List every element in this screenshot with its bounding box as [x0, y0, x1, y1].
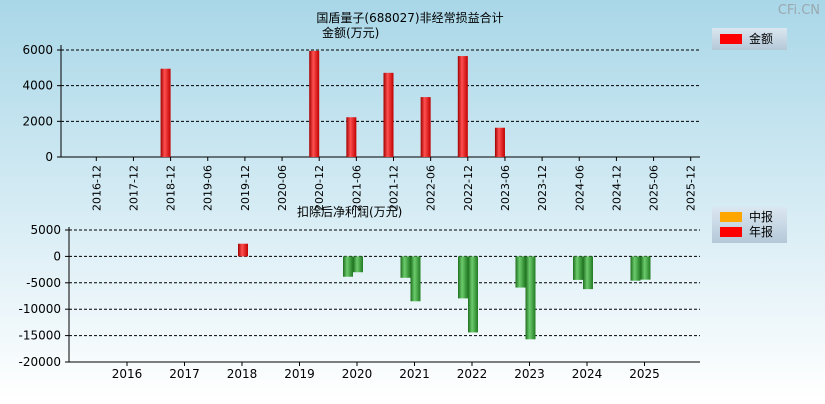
bottom-bar-annual [583, 256, 593, 290]
top-xtick-label: 2025-06 [648, 165, 661, 211]
bottom-ytick-label: -10000 [18, 302, 61, 316]
top-ytick-label: 0 [45, 150, 53, 164]
bottom-ytick-label: -15000 [18, 329, 61, 343]
legend-swatch-interim [720, 212, 742, 222]
top-bar [494, 127, 505, 157]
bottom-bar-interim [343, 256, 353, 277]
bottom-bar-annual [468, 256, 478, 333]
top-ytick-label: 6000 [22, 43, 53, 57]
top-xtick-label: 2023-06 [499, 165, 512, 211]
legend-label-annual: 年报 [749, 224, 773, 239]
bottom-xtick-label: 2022 [457, 367, 488, 381]
top-xtick-label: 2019-12 [239, 165, 252, 211]
top-bar [160, 68, 171, 157]
top-xtick-label: 2020-06 [276, 165, 289, 211]
top-ytick-label: 4000 [22, 79, 53, 93]
bottom-xtick-label: 2017 [169, 367, 200, 381]
top-xtick-label: 2021-12 [388, 165, 401, 211]
bottom-xtick-label: 2016 [112, 367, 143, 381]
bottom-bar-annual [353, 256, 363, 273]
bottom-chart-title: 扣除后净利润(万元) [297, 204, 402, 219]
bottom-legend: 中报 年报 [712, 207, 787, 243]
bottom-ytick-label: 0 [53, 249, 61, 263]
top-bar [383, 72, 394, 157]
top-legend: 金额 [712, 28, 787, 50]
bottom-xtick-label: 2023 [514, 367, 545, 381]
bottom-ytick-label: -20000 [18, 355, 61, 369]
bottom-bar-interim [630, 256, 641, 281]
top-xtick-label: 2020-12 [313, 165, 326, 211]
top-xtick-label: 2023-12 [536, 165, 549, 211]
bottom-bar-interim [573, 256, 583, 280]
top-xtick-label: 2025-12 [685, 165, 698, 211]
top-xtick-label: 2017-12 [127, 165, 140, 211]
bottom-bar-annual [238, 243, 248, 257]
bottom-xtick-label: 2021 [399, 367, 430, 381]
bottom-bar-interim [400, 256, 411, 278]
watermark: CFi.CN [778, 3, 820, 18]
top-xtick-label: 2022-06 [425, 165, 438, 211]
legend-label-interim: 中报 [749, 209, 773, 224]
legend-label-amount: 金额 [749, 31, 773, 46]
legend-swatch-amount [720, 34, 742, 44]
bottom-ytick-label: 5000 [30, 223, 61, 237]
bottom-bar-annual [640, 256, 651, 280]
top-xtick-label: 2019-06 [202, 165, 215, 211]
bottom-xtick-label: 2019 [284, 367, 315, 381]
bottom-ytick-label: -5000 [26, 276, 61, 290]
top-bar [420, 97, 431, 157]
top-xtick-label: 2016-12 [90, 165, 103, 211]
bottom-chart: -20000 -15000 -10000 -5000 0 5000 2016 2017 2018… [18, 223, 700, 381]
top-bar [309, 50, 320, 158]
bottom-xtick-label: 2025 [629, 367, 660, 381]
top-xtick-label: 2024-12 [610, 165, 623, 211]
bottom-xtick-label: 2020 [342, 367, 373, 381]
top-ytick-label: 2000 [22, 114, 53, 128]
top-chart-ylabel: 金额(万元) [322, 25, 379, 40]
bottom-xtick-label: 2018 [227, 367, 258, 381]
top-xtick-label: 2024-06 [573, 165, 586, 211]
top-xtick-label: 2018-12 [165, 165, 178, 211]
top-xtick-label: 2022-12 [462, 165, 475, 211]
bottom-xtick-label: 2024 [572, 367, 603, 381]
top-bar [346, 117, 357, 157]
legend-swatch-annual [720, 227, 742, 237]
top-chart: 0 2000 4000 6000 2016-12 2017-12 2018-12 2019-0… [22, 43, 700, 211]
bottom-bar-interim [458, 256, 468, 299]
top-xtick-label: 2021-06 [350, 165, 363, 211]
bottom-bar-interim [515, 256, 526, 288]
top-bar [457, 56, 468, 157]
top-chart-title: 国盾量子(688027)非经常损益合计 [316, 10, 503, 25]
bottom-bar-annual [525, 256, 536, 340]
bottom-bar-annual [410, 256, 421, 302]
